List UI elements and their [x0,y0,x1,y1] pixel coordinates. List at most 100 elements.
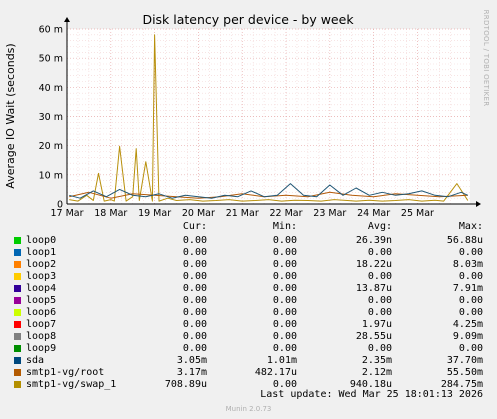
legend-swatch [14,357,21,364]
legend-value-cur: 0.00 [182,343,207,354]
y-tick-label: 50 m [39,54,63,65]
legend-value-max: 0.00 [458,247,483,258]
legend-value-min: 0.00 [272,247,297,258]
legend: Cur: Min: Avg: Max: loop0 0.00 0.00 26.39n 5… [0,221,497,391]
legend-row: loop3 0.00 0.00 0.00 0.00 [0,271,497,283]
legend-swatch [14,369,21,376]
legend-swatch [14,285,21,292]
legend-value-cur: 3.17m [176,367,207,378]
legend-value-cur: 0.00 [182,271,207,282]
legend-row: loop8 0.00 0.00 28.55u 9.09m [0,331,497,343]
legend-value-avg: 0.00 [367,343,392,354]
legend-rows: loop0 0.00 0.00 26.39n 56.88u loop1 0.00 0.00 0.… [0,235,497,391]
legend-value-cur: 0.00 [182,247,207,258]
legend-series-name: loop0 [26,235,57,246]
legend-value-avg: 26.39n [355,235,392,246]
legend-value-max: 0.00 [458,343,483,354]
y-tick-label: 10 m [39,170,63,181]
legend-value-max: 0.00 [458,271,483,282]
legend-swatch [14,321,21,328]
grid-layer [67,28,470,204]
legend-value-min: 0.00 [272,379,297,390]
latency-chart: 0 10 m 20 m 30 m 40 m 50 m 60 m 17 Mar 18 Mar 19 … [4,9,490,219]
x-tick-label: 25 Mar [401,208,434,219]
series-layer [69,34,469,202]
x-axis-arrow [476,201,481,207]
legend-value-max: 4.25m [452,319,483,330]
legend-value-avg: 940.18u [349,379,392,390]
legend-value-max: 7.91m [452,283,483,294]
legend-row: loop9 0.00 0.00 0.00 0.00 [0,343,497,355]
legend-series-name: loop8 [26,331,57,342]
legend-value-min: 0.00 [272,283,297,294]
legend-value-avg: 0.00 [367,247,392,258]
rrdtool-side-label: RRDTOOL / TOBI OETIKER [482,10,490,107]
legend-value-min: 0.00 [272,307,297,318]
legend-series-name: loop5 [26,295,57,306]
legend-value-max: 8.03m [452,259,483,270]
y-axis-label: Average IO Wait (seconds) [4,43,17,188]
legend-value-avg: 18.22u [355,259,392,270]
legend-value-cur: 0.00 [182,307,207,318]
legend-value-avg: 0.00 [367,271,392,282]
legend-swatch [14,249,21,256]
y-tick-label: 0 [57,200,63,211]
legend-value-max: 284.75m [440,379,483,390]
legend-value-avg: 28.55u [355,331,392,342]
x-tick-label: 20 Mar [182,208,215,219]
legend-value-max: 9.09m [452,331,483,342]
legend-series-name: sda [26,355,45,366]
legend-series-name: loop2 [26,259,57,270]
legend-row: loop1 0.00 0.00 0.00 0.00 [0,247,497,259]
legend-value-min: 0.00 [272,295,297,306]
y-tick-label: 30 m [39,112,63,123]
y-axis-arrow [64,17,70,22]
legend-row: sda 3.05m 1.01m 2.35m 37.70m [0,355,497,367]
legend-swatch [14,273,21,280]
legend-value-max: 0.00 [458,307,483,318]
x-tick-label: 21 Mar [226,208,259,219]
legend-series-name: smtp1-vg/swap_1 [26,379,117,390]
legend-series-name: loop4 [26,283,57,294]
legend-series-name: loop3 [26,271,57,282]
legend-value-min: 1.01m [266,355,297,366]
legend-value-cur: 0.00 [182,295,207,306]
legend-value-cur: 0.00 [182,259,207,270]
legend-row: loop2 0.00 0.00 18.22u 8.03m [0,259,497,271]
legend-swatch [14,309,21,316]
legend-value-min: 0.00 [272,235,297,246]
legend-value-max: 56.88u [446,235,483,246]
legend-value-max: 0.00 [458,295,483,306]
legend-value-avg: 13.87u [355,283,392,294]
x-tick-label: 22 Mar [269,208,302,219]
legend-value-avg: 1.97u [361,319,392,330]
legend-value-min: 482.17u [254,367,297,378]
chart-title: Disk latency per device - by week [142,12,354,27]
legend-value-avg: 2.35m [361,355,392,366]
x-tick-label: 23 Mar [313,208,346,219]
legend-value-min: 0.00 [272,343,297,354]
legend-value-cur: 0.00 [182,331,207,342]
legend-header: Cur: Min: Avg: Max: [0,221,497,233]
legend-row: smtp1-vg/root 3.17m 482.17u 2.12m 55.50m [0,367,497,379]
legend-swatch [14,297,21,304]
y-tick-label: 60 m [39,25,63,36]
legend-series-name: loop6 [26,307,57,318]
axis-layer [64,17,481,207]
legend-row: loop6 0.00 0.00 0.00 0.00 [0,307,497,319]
series-line-smtp1-vg-swap-1 [69,34,469,202]
legend-series-name: loop9 [26,343,57,354]
legend-swatch [14,333,21,340]
legend-swatch [14,345,21,352]
series-line-sda [69,183,469,199]
legend-row: loop0 0.00 0.00 26.39n 56.88u [0,235,497,247]
x-tick-label: 17 Mar [50,208,83,219]
legend-swatch [14,237,21,244]
legend-header-max: Max: [458,221,483,232]
legend-row: smtp1-vg/swap_1 708.89u 0.00 940.18u 284.75m [0,379,497,391]
last-update: Last update: Wed Mar 25 18:01:13 2026 [260,389,483,400]
legend-value-avg: 0.00 [367,307,392,318]
legend-series-name: loop1 [26,247,57,258]
legend-value-cur: 0.00 [182,283,207,294]
legend-value-cur: 708.89u [164,379,207,390]
